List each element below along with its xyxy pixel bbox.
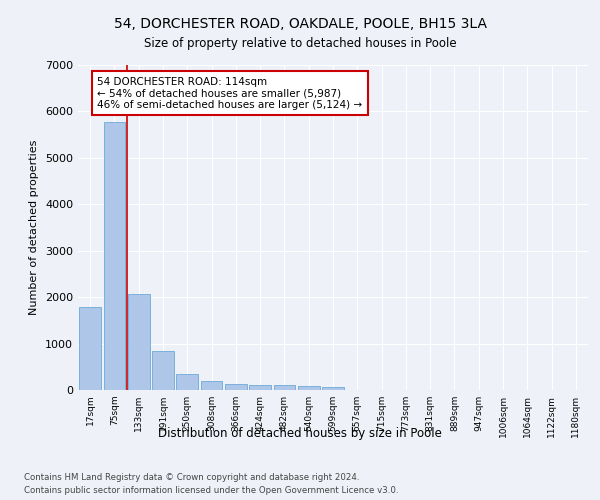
Text: Distribution of detached houses by size in Poole: Distribution of detached houses by size … (158, 428, 442, 440)
Bar (274, 386, 295, 390)
Bar (225, 384, 247, 390)
Bar (79, 308, 101, 390)
Y-axis label: Number of detached properties: Number of detached properties (29, 140, 40, 315)
Bar (128, 294, 149, 390)
Text: Contains public sector information licensed under the Open Government Licence v3: Contains public sector information licen… (24, 486, 398, 495)
Text: Size of property relative to detached houses in Poole: Size of property relative to detached ho… (143, 38, 457, 51)
Bar (298, 386, 320, 390)
Bar (200, 381, 223, 390)
Text: 54, DORCHESTER ROAD, OAKDALE, POOLE, BH15 3LA: 54, DORCHESTER ROAD, OAKDALE, POOLE, BH1… (113, 18, 487, 32)
Text: 54 DORCHESTER ROAD: 114sqm
← 54% of detached houses are smaller (5,987)
46% of s: 54 DORCHESTER ROAD: 114sqm ← 54% of deta… (97, 76, 362, 110)
Bar (104, 122, 125, 390)
Bar (249, 385, 271, 390)
Bar (322, 387, 344, 390)
Text: Contains HM Land Registry data © Crown copyright and database right 2024.: Contains HM Land Registry data © Crown c… (24, 472, 359, 482)
Bar (176, 374, 198, 390)
Bar (152, 352, 174, 390)
